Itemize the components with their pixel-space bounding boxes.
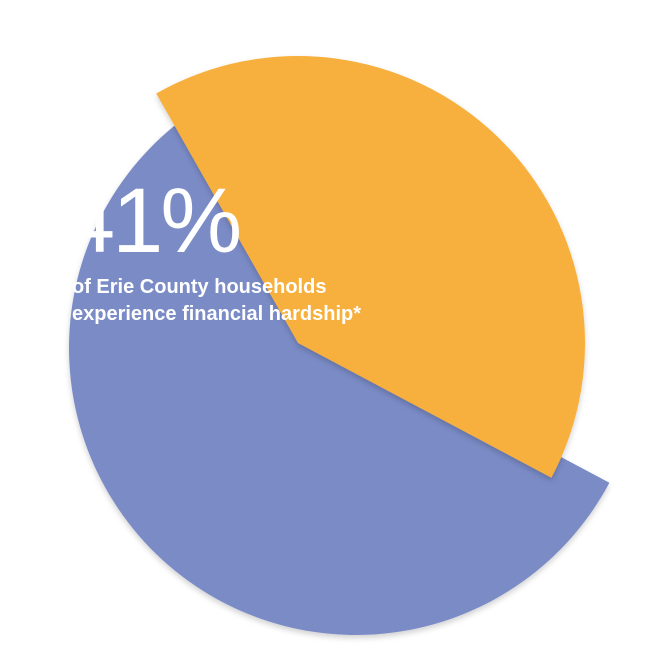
slice-caption-line-1: of Erie County households	[72, 276, 326, 298]
pie-labels: 41% of Erie County households experience…	[64, 170, 361, 325]
pie-slice-0	[156, 56, 585, 478]
pie-slice-1	[68, 98, 610, 635]
pie-slices	[68, 56, 610, 635]
slice-caption-line-2: experience financial hardship*	[72, 303, 361, 325]
slice-value-label: 41%	[64, 170, 239, 272]
